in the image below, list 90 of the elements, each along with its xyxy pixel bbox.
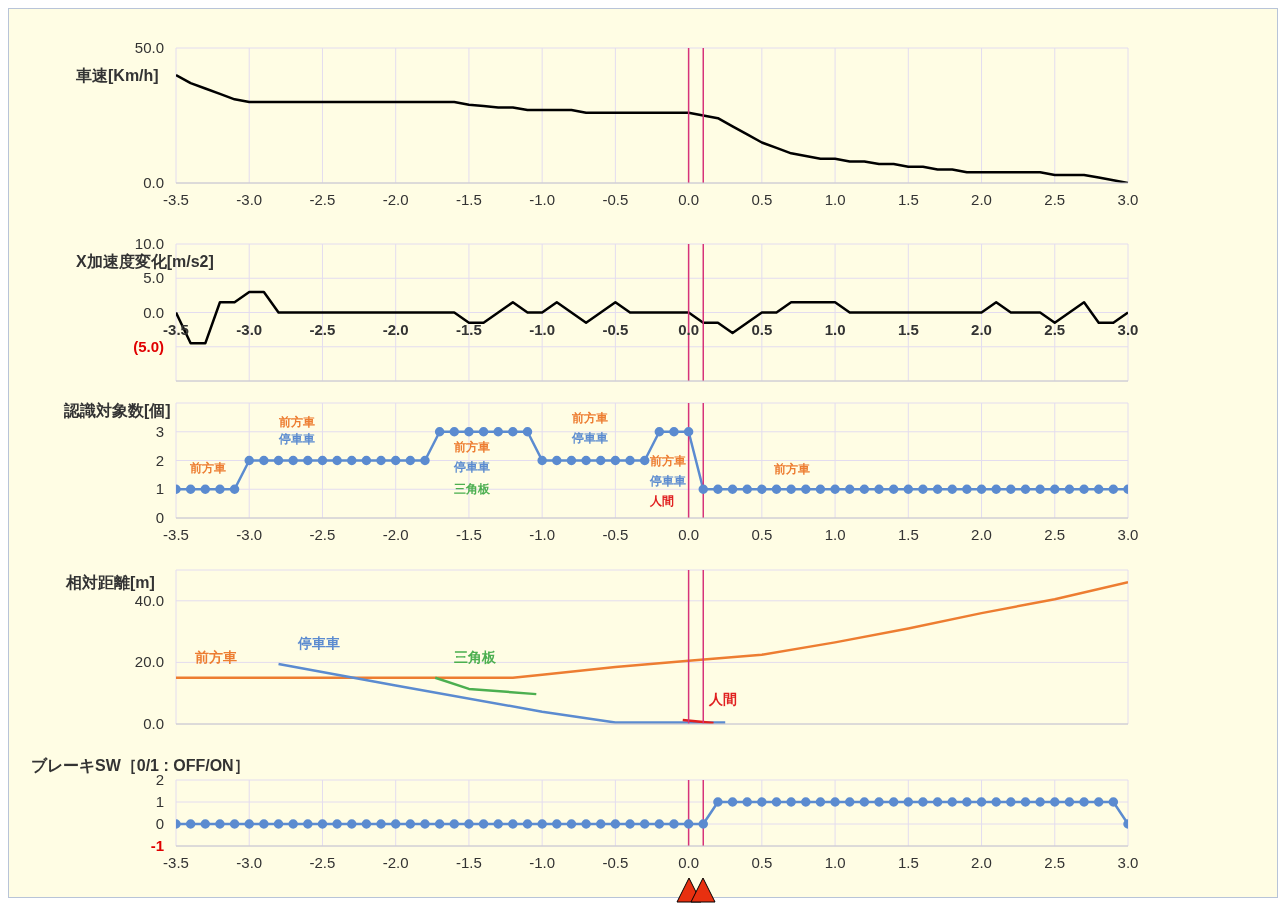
- x-tick-label: -2.5: [309, 191, 336, 208]
- x-tick-label: 0.5: [751, 854, 773, 871]
- x-tick-label: -3.0: [236, 320, 263, 338]
- x-tick-label: 2.0: [971, 320, 992, 338]
- y-tick-label: 5.0: [143, 269, 164, 287]
- series-label: 停車車: [296, 634, 340, 651]
- series-label: 三角板: [454, 648, 498, 665]
- x-tick-label: 2.5: [1044, 191, 1066, 208]
- x-tick-label: -2.5: [309, 526, 336, 543]
- x-tick-label: 1.0: [824, 320, 846, 338]
- series-label: 人間: [707, 691, 737, 707]
- x-tick-label: -0.5: [602, 854, 629, 871]
- y-tick-label: 3: [155, 422, 164, 440]
- annotation: 停車車: [650, 474, 686, 488]
- annotation: 停車車: [572, 431, 608, 445]
- x-tick-label: -1.5: [455, 191, 482, 208]
- x-tick-label: 0.5: [751, 526, 773, 543]
- x-tick-label: -2.0: [382, 191, 409, 208]
- x-tick-label: -0.5: [602, 320, 629, 338]
- x-tick-label: -0.5: [602, 526, 629, 543]
- x-tick-label: 2.0: [971, 526, 992, 543]
- x-tick-label: -1.0: [529, 854, 556, 871]
- x-tick-label: -1.5: [455, 526, 482, 543]
- x-tick-label: -1.5: [455, 854, 482, 871]
- x-tick-label: 0.0: [678, 854, 700, 871]
- annotation: 三角板: [454, 482, 490, 496]
- y-tick-label: 50.0: [134, 39, 164, 56]
- annotation: 前方車: [279, 415, 315, 429]
- annotation: 停車車: [454, 460, 490, 474]
- x-tick-label: -3.5: [163, 191, 189, 208]
- x-tick-label: -0.5: [602, 191, 629, 208]
- x-tick-label: -3.0: [236, 854, 263, 871]
- x-tick-label: 1.5: [897, 320, 919, 338]
- x-tick-label: -2.5: [309, 854, 336, 871]
- y-tick-label: 1: [155, 480, 164, 498]
- x-tick-label: -2.0: [382, 320, 409, 338]
- y-tick-label: 0.0: [143, 303, 164, 321]
- y-tick-label: 40.0: [134, 591, 164, 609]
- x-tick-label: 3.0: [1117, 320, 1139, 338]
- x-tick-label: -2.5: [309, 320, 336, 338]
- x-tick-label: 3.0: [1117, 191, 1139, 208]
- annotation: 停車車: [279, 432, 315, 446]
- annotation: 人間: [650, 494, 674, 508]
- text: 車速[Km/h]: [76, 67, 159, 85]
- series-label: 前方車: [194, 648, 237, 665]
- x-tick-label: -3.5: [163, 854, 189, 871]
- x-tick-label: 0.5: [751, 320, 773, 338]
- x-tick-label: 1.0: [824, 191, 846, 208]
- x-tick-label: 1.5: [897, 526, 919, 543]
- x-tick-label: 1.0: [824, 526, 846, 543]
- y-tick-label: 0: [155, 815, 164, 832]
- x-tick-label: 0.0: [678, 191, 700, 208]
- x-tick-label: 3.0: [1117, 854, 1139, 871]
- annotation: 前方車: [572, 411, 608, 425]
- x-tick-label: -3.0: [236, 191, 263, 208]
- y-tick-label: -1: [150, 837, 164, 854]
- x-tick-label: -1.0: [529, 320, 556, 338]
- x-tick-label: 2.0: [971, 854, 992, 871]
- annotation: 前方車: [454, 440, 490, 454]
- y-tick-label: 0.0: [143, 715, 164, 732]
- text: X加速度変化[m/s2]: [76, 253, 214, 271]
- x-tick-label: 1.5: [897, 854, 919, 871]
- x-tick-label: 2.5: [1044, 320, 1066, 338]
- x-tick-label: -3.5: [163, 526, 189, 543]
- x-tick-label: 2.5: [1044, 526, 1066, 543]
- x-tick-label: -3.0: [236, 526, 263, 543]
- x-tick-label: -1.0: [529, 526, 556, 543]
- y-tick-label: 0: [155, 509, 164, 526]
- chart-title: 相対距離[m]: [66, 574, 155, 592]
- x-tick-label: -2.0: [382, 854, 409, 871]
- annotation: 前方車: [774, 462, 810, 476]
- x-tick-label: -1.5: [455, 320, 482, 338]
- y-tick-label: 10.0: [134, 235, 164, 252]
- y-tick-label: (5.0): [133, 337, 164, 355]
- annotation: 前方車: [650, 454, 686, 468]
- x-tick-label: 1.5: [897, 191, 919, 208]
- x-tick-label: 1.0: [824, 854, 846, 871]
- x-tick-label: 0.5: [751, 191, 773, 208]
- chart-title: 認識対象数[個]: [64, 402, 171, 420]
- x-tick-label: 2.0: [971, 191, 992, 208]
- annotation: 前方車: [190, 461, 226, 475]
- y-tick-label: 20.0: [134, 653, 164, 671]
- y-tick-label: 0.0: [143, 174, 164, 191]
- x-tick-label: -2.0: [382, 526, 409, 543]
- x-tick-label: 0.0: [678, 526, 700, 543]
- x-tick-label: 2.5: [1044, 854, 1066, 871]
- y-tick-label: 1: [155, 793, 164, 810]
- y-tick-label: 2: [155, 451, 164, 469]
- x-tick-label: -1.0: [529, 191, 556, 208]
- x-tick-label: 3.0: [1117, 526, 1139, 543]
